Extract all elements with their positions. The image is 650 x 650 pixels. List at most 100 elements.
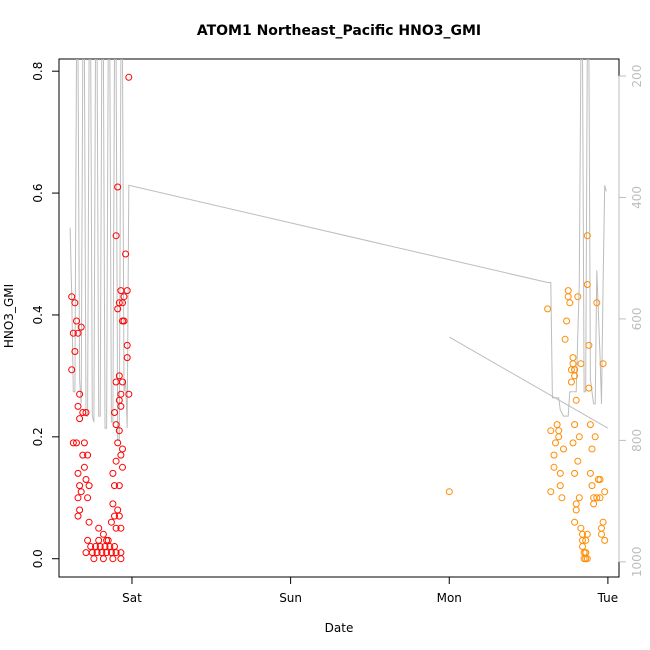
x-axis-label: Date: [325, 621, 354, 635]
y2-tick-label: 600: [630, 307, 644, 330]
data-point: [111, 512, 118, 520]
data-point: [561, 335, 569, 343]
x-tick-label: Tue: [597, 591, 619, 605]
data-point: [79, 409, 87, 416]
data-point: [79, 451, 87, 459]
data-point: [556, 482, 564, 490]
data-point: [558, 494, 566, 502]
data-point: [571, 421, 579, 429]
data-point: [585, 341, 593, 349]
data-point: [74, 329, 82, 337]
data-point: [119, 445, 126, 453]
data-point: [550, 451, 558, 459]
data-point: [123, 354, 131, 362]
data-point: [117, 390, 125, 398]
data-point: [569, 354, 577, 362]
data-point: [69, 439, 77, 447]
data-point: [590, 500, 598, 508]
data-point: [114, 506, 122, 514]
data-point: [76, 482, 84, 490]
y2-tick-label: 800: [630, 429, 644, 452]
data-point: [112, 421, 120, 429]
data-point: [112, 524, 120, 532]
data-point: [114, 439, 122, 447]
data-point: [556, 469, 564, 477]
data-point: [74, 512, 82, 520]
data-point: [77, 323, 85, 331]
data-point: [563, 317, 571, 325]
data-point: [69, 329, 77, 337]
data-point: [575, 494, 583, 502]
data-point: [577, 360, 585, 368]
data-point: [583, 555, 591, 563]
data-point: [125, 73, 133, 81]
data-point: [569, 360, 577, 368]
data-point: [115, 427, 123, 435]
data-point: [82, 409, 90, 416]
x-tick-label: Sat: [122, 591, 142, 605]
data-point: [82, 476, 90, 483]
data-point: [109, 555, 117, 563]
data-point: [586, 469, 594, 477]
data-point: [95, 524, 103, 532]
data-point: [583, 232, 591, 240]
data-point: [591, 433, 599, 441]
y-axis-label: HNO3_GMI: [2, 284, 16, 348]
data-point: [117, 555, 125, 563]
data-point: [547, 427, 555, 435]
data-point: [109, 500, 117, 508]
data-point: [571, 518, 579, 526]
data-point: [571, 469, 579, 477]
y-axis: 0.0 0.2 0.4 0.6 0.8: [31, 62, 59, 568]
data-point: [598, 530, 605, 538]
data-point: [77, 488, 85, 496]
data-point: [569, 439, 577, 447]
data-point: [574, 293, 582, 301]
data-point: [103, 536, 111, 544]
data-point: [583, 281, 591, 288]
data-point: [552, 439, 559, 447]
data-point: [74, 402, 82, 410]
data-point: [115, 512, 123, 520]
y-tick-label: 0.2: [31, 427, 45, 446]
data-point: [71, 299, 79, 307]
data-point: [577, 524, 585, 532]
y-tick-label: 0.8: [31, 62, 45, 81]
data-point: [123, 341, 131, 349]
data-point: [112, 549, 120, 557]
data-point: [111, 409, 118, 416]
data-point: [596, 476, 604, 483]
data-point: [85, 518, 93, 526]
data-point: [579, 543, 586, 550]
data-point: [115, 482, 123, 490]
data-point: [564, 287, 572, 295]
data-point: [120, 293, 128, 301]
data-point: [117, 402, 125, 410]
data-point: [547, 488, 555, 496]
data-point: [84, 451, 92, 459]
data-point: [544, 305, 552, 313]
data-point: [555, 433, 563, 441]
data-point: [117, 451, 125, 459]
data-point: [599, 518, 607, 526]
data-point: [553, 421, 561, 429]
data-point: [115, 372, 123, 380]
data-point: [588, 482, 596, 490]
data-point: [601, 536, 609, 544]
data-point: [112, 378, 120, 386]
x-tick-label: Sun: [279, 591, 302, 605]
data-point: [93, 549, 101, 557]
data-point: [120, 317, 128, 325]
data-point: [68, 366, 76, 374]
data-point: [572, 396, 580, 404]
y2-axis: 200 400 600 800 1000: [618, 65, 644, 577]
data-point: [84, 536, 92, 544]
data-point: [74, 469, 82, 477]
pressure-line: [69, 59, 607, 441]
data-point: [567, 378, 575, 386]
data-point: [572, 506, 580, 514]
y-tick-label: 0.4: [31, 305, 45, 324]
data-point: [598, 524, 605, 532]
data-point: [76, 506, 84, 514]
